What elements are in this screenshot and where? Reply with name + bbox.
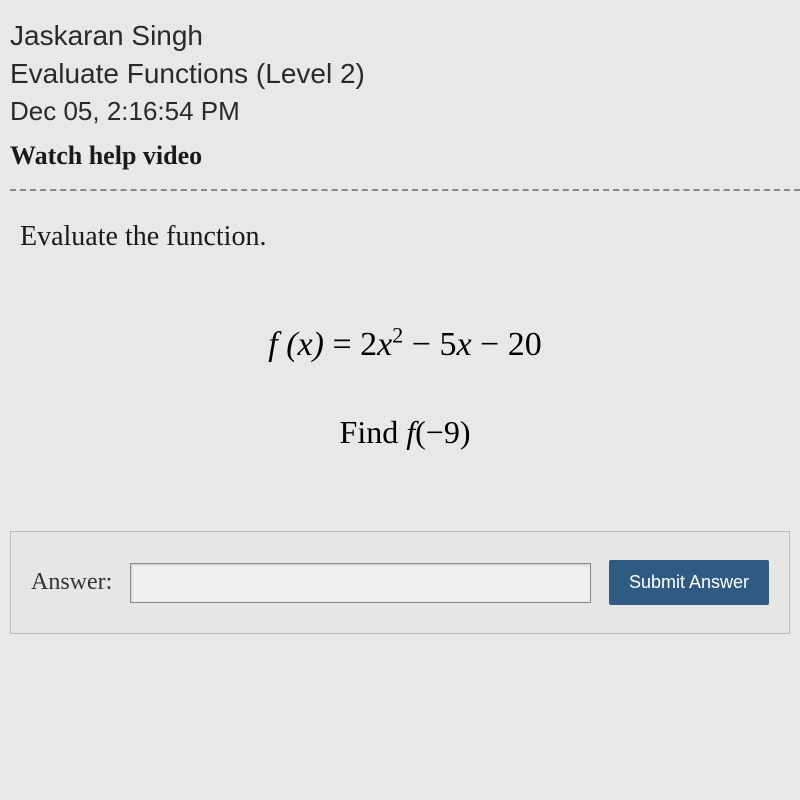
exponent-2: 2: [392, 323, 403, 348]
find-instruction: Find f(−9): [10, 414, 800, 451]
find-function-name: f: [406, 414, 415, 450]
section-divider: [10, 189, 800, 191]
problem-prompt: Evaluate the function.: [20, 221, 800, 253]
submit-answer-button[interactable]: Submit Answer: [609, 560, 769, 605]
timestamp: Dec 05, 2:16:54 PM: [10, 96, 800, 127]
student-name: Jaskaran Singh: [10, 20, 800, 52]
answer-container: Answer: Submit Answer: [10, 531, 790, 634]
function-lhs: f (x): [268, 326, 324, 363]
minus-1: −: [403, 326, 439, 363]
var-x1: x: [377, 326, 392, 363]
coef-5: 5: [439, 326, 456, 363]
answer-label: Answer:: [31, 569, 112, 596]
const-20: 20: [508, 326, 542, 363]
watch-help-video-link[interactable]: Watch help video: [10, 141, 800, 171]
var-x2: x: [456, 326, 471, 363]
minus-2: −: [472, 326, 508, 363]
equals-sign: =: [324, 326, 360, 363]
assignment-title: Evaluate Functions (Level 2): [10, 58, 800, 90]
coef-2: 2: [360, 326, 377, 363]
answer-input[interactable]: [130, 563, 591, 603]
equation-display: f (x) = 2x2 − 5x − 20: [10, 323, 800, 364]
find-argument: (−9): [415, 414, 470, 450]
find-label: Find: [340, 414, 407, 450]
